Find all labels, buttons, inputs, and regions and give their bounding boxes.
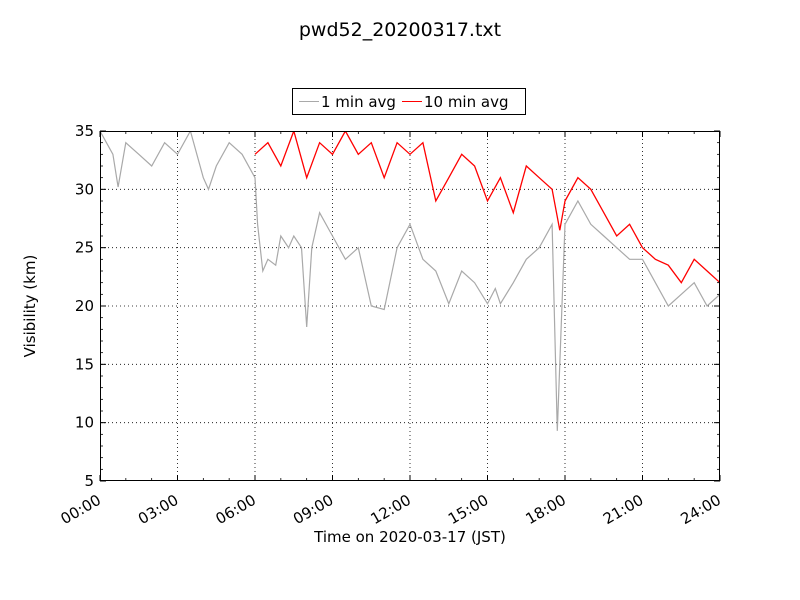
- x-tick-label: 24:00: [678, 491, 724, 528]
- chart-title: pwd52_20200317.txt: [298, 19, 502, 41]
- legend-label-10min: 10 min avg: [423, 92, 509, 111]
- series-layer: [100, 131, 720, 431]
- legend-item-10min: 10 min avg: [401, 92, 509, 111]
- grid: [100, 131, 720, 481]
- series-line-1min: [100, 131, 720, 431]
- legend-swatch-10min: [401, 101, 422, 102]
- y-tick-label: 35: [75, 122, 94, 140]
- series-line-10min: [254, 131, 720, 284]
- legend-item-1min: 1 min avg: [299, 93, 396, 111]
- y-tick-label: 30: [75, 180, 94, 198]
- y-tick-label: 5: [84, 472, 94, 490]
- y-tick-label: 20: [75, 297, 94, 315]
- x-tick-label: 03:00: [135, 491, 181, 528]
- y-axis-label: Visibility (km): [21, 254, 39, 358]
- y-tick-label: 15: [75, 355, 94, 373]
- legend-swatch-1min: [299, 101, 319, 102]
- ticks: 00:00 03:00 06:00 09:00 12:00 15:00 18:00 21:00…: [58, 122, 724, 528]
- x-tick-label: 00:00: [58, 491, 104, 528]
- y-tick-label: 10: [75, 414, 94, 432]
- x-tick-label: 06:00: [213, 491, 259, 528]
- x-tick-label: 18:00: [523, 491, 569, 528]
- legend-label-1min: 1 min avg: [321, 92, 396, 111]
- x-tick-label: 21:00: [600, 491, 646, 528]
- x-tick-label: 12:00: [368, 491, 414, 528]
- x-tick-label: 15:00: [445, 491, 491, 528]
- y-tick-label: 25: [75, 239, 94, 257]
- legend: 1 min avg 10 min avg: [292, 88, 526, 115]
- x-axis-label: Time on 2020-03-17 (JST): [314, 528, 506, 546]
- x-tick-label: 09:00: [290, 491, 336, 528]
